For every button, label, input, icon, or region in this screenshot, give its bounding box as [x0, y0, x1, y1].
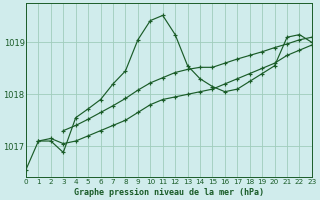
X-axis label: Graphe pression niveau de la mer (hPa): Graphe pression niveau de la mer (hPa) — [74, 188, 264, 197]
